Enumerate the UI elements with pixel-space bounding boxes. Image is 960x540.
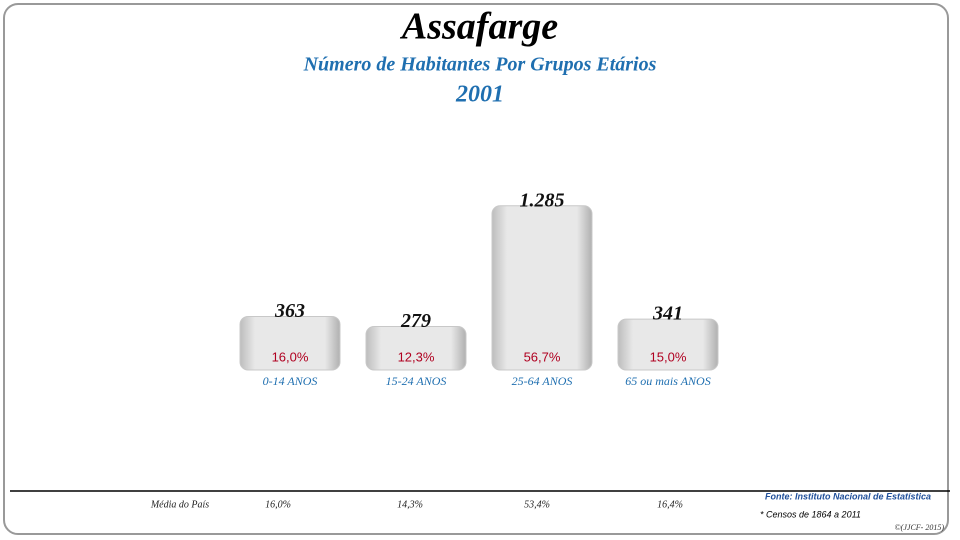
bar bbox=[491, 205, 593, 371]
frame bbox=[3, 3, 949, 535]
credit: ©(JJCF- 2015) bbox=[895, 523, 945, 532]
bar bbox=[617, 318, 719, 371]
x-tick-label: 25-64 ANOS bbox=[512, 374, 573, 388]
value-label: 279 bbox=[400, 310, 431, 332]
x-tick-label: 15-24 ANOS bbox=[386, 374, 447, 388]
national-share: 53,4% bbox=[524, 499, 550, 510]
x-tick-label: 0-14 ANOS bbox=[263, 374, 318, 388]
x-tick-label: 65 ou mais ANOS bbox=[625, 374, 710, 388]
share-label: 12,3% bbox=[398, 349, 435, 364]
share-label: 15,0% bbox=[650, 349, 687, 364]
national-share: 14,3% bbox=[397, 499, 423, 510]
source: Fonte: Instituto Nacional de Estatística bbox=[765, 491, 931, 501]
national-label: Média do País bbox=[150, 499, 209, 510]
bar bbox=[239, 315, 341, 371]
chart-title: Assafarge bbox=[400, 6, 558, 48]
bar bbox=[365, 326, 467, 371]
chart-subtitle: Número de Habitantes Por Grupos Etários bbox=[303, 54, 657, 76]
share-label: 56,7% bbox=[524, 349, 561, 364]
national-share: 16,0% bbox=[265, 499, 291, 510]
note: * Censos de 1864 a 2011 bbox=[760, 509, 861, 519]
chart-year: 2001 bbox=[455, 82, 504, 108]
value-label: 363 bbox=[274, 300, 305, 322]
value-label: 1.285 bbox=[520, 189, 565, 211]
value-label: 341 bbox=[652, 303, 683, 325]
share-label: 16,0% bbox=[272, 349, 309, 364]
national-share: 16,4% bbox=[657, 499, 683, 510]
